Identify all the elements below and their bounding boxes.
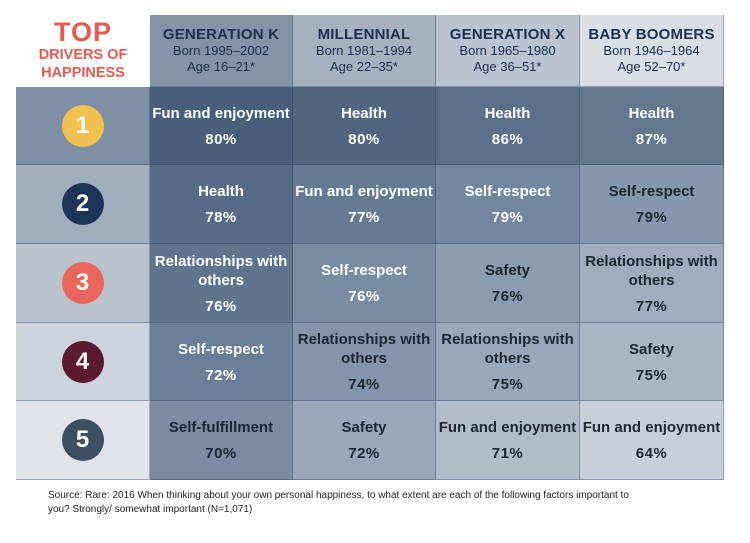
age-range: Age 22–35*	[330, 58, 398, 74]
driver-label: Relationships with others	[297, 331, 431, 367]
driver-label: Health	[628, 104, 675, 122]
driver-label: Fun and enjoyment	[295, 183, 433, 200]
driver-percent: 76%	[348, 288, 380, 305]
driver-label: Self-respect	[178, 340, 264, 358]
driver-percent: 72%	[348, 445, 380, 462]
age-range: Age 52–70*	[617, 58, 686, 74]
table-cell: Fun and enjoyment 80%	[150, 87, 293, 165]
born-range: Born 1995–2002	[172, 42, 270, 58]
table-cell: Relationships with others 74%	[293, 323, 436, 401]
table-cell: Health 86%	[436, 87, 580, 165]
driver-label: Fun and enjoyment	[438, 419, 577, 436]
driver-percent: 76%	[205, 297, 237, 315]
rank-cell: 4	[16, 323, 150, 401]
driver-percent: 71%	[491, 445, 524, 462]
rank-cell: 3	[16, 244, 150, 323]
driver-percent: 76%	[491, 288, 524, 305]
born-range: Born 1965–1980	[459, 42, 556, 58]
driver-percent: 87%	[635, 130, 668, 148]
table-cell: Fun and enjoyment 71%	[436, 401, 580, 480]
rank-badge-icon: 1	[61, 104, 104, 147]
driver-percent: 78%	[205, 209, 237, 226]
table-cell: Safety 72%	[293, 401, 436, 480]
table-cell: Self-respect 79%	[580, 165, 724, 244]
driver-label: Health	[484, 104, 531, 122]
age-range: Age 36–51*	[473, 58, 542, 74]
driver-label: Self-fulfillment	[168, 419, 274, 436]
rank-badge-icon: 3	[61, 262, 104, 304]
driver-label: Safety	[628, 340, 675, 358]
table-cell: Relationships with others 75%	[436, 323, 580, 401]
driver-percent: 74%	[348, 376, 380, 393]
rank-cell: 2	[16, 165, 150, 244]
driver-label: Health	[341, 104, 387, 122]
driver-percent: 86%	[491, 130, 524, 148]
driver-label: Fun and enjoyment	[152, 104, 290, 122]
driver-percent: 77%	[635, 297, 668, 315]
table-cell: Health 80%	[293, 87, 436, 165]
page-title: TOP DRIVERS OF HAPPINESS	[16, 18, 150, 82]
column-header: MILLENNIAL Born 1981–1994 Age 22–35*	[293, 15, 436, 87]
table-cell: Relationships with others 76%	[150, 244, 293, 323]
driver-label: Safety	[484, 262, 531, 279]
title-line3: HAPPINESS	[41, 65, 125, 81]
driver-percent: 72%	[205, 366, 237, 384]
born-range: Born 1946–1964	[603, 42, 700, 58]
table-cell: Health 87%	[580, 87, 724, 165]
table-cell: Fun and enjoyment 64%	[580, 401, 724, 480]
generation-name: GENERATION K	[162, 25, 280, 43]
driver-label: Health	[198, 183, 244, 200]
driver-label: Self-respect	[321, 262, 407, 279]
driver-percent: 79%	[491, 209, 524, 226]
table-cell: Fun and enjoyment 77%	[293, 165, 436, 244]
generation-name: MILLENNIAL	[317, 25, 411, 43]
rank-badge-icon: 2	[61, 183, 104, 225]
driver-percent: 77%	[348, 209, 380, 226]
happiness-table: GENERATION K Born 1995–2002 Age 16–21* MILL…	[16, 15, 724, 480]
table-cell: Self-respect 76%	[293, 244, 436, 323]
title-top: TOP	[53, 17, 112, 47]
driver-label: Relationships with others	[154, 252, 288, 289]
column-header: GENERATION X Born 1965–1980 Age 36–51*	[436, 15, 580, 87]
driver-label: Fun and enjoyment	[582, 419, 721, 436]
column-header: BABY BOOMERS Born 1946–1964 Age 52–70*	[580, 15, 724, 87]
table-cell: Self-respect 79%	[436, 165, 580, 244]
driver-percent: 75%	[635, 366, 668, 384]
rank-badge-icon: 4	[61, 340, 104, 383]
driver-percent: 70%	[205, 445, 237, 462]
table-cell: Health 78%	[150, 165, 293, 244]
driver-percent: 79%	[635, 209, 668, 226]
driver-percent: 75%	[491, 376, 524, 393]
column-header: GENERATION K Born 1995–2002 Age 16–21*	[150, 15, 293, 87]
rank-badge-icon: 5	[61, 419, 104, 461]
table-cell: Self-fulfillment 70%	[150, 401, 293, 480]
title-cell	[16, 15, 150, 87]
driver-label: Safety	[341, 419, 387, 436]
rank-cell: 5	[16, 401, 150, 480]
age-range: Age 16–21*	[187, 58, 255, 74]
driver-percent: 80%	[348, 130, 380, 148]
rank-cell: 1	[16, 87, 150, 165]
driver-label: Self-respect	[608, 183, 695, 200]
table-cell: Relationships with others 77%	[580, 244, 724, 323]
generation-name: GENERATION X	[449, 25, 566, 43]
generation-name: BABY BOOMERS	[588, 25, 715, 43]
driver-label: Self-respect	[464, 183, 551, 200]
table-cell: Self-respect 72%	[150, 323, 293, 401]
title-line2: DRIVERS OF	[38, 47, 128, 63]
driver-label: Relationships with others	[585, 252, 718, 289]
driver-percent: 64%	[635, 445, 668, 462]
source-note: Source: Rare: 2016 When thinking about y…	[48, 490, 629, 515]
driver-label: Relationships with others	[441, 331, 574, 367]
born-range: Born 1981–1994	[315, 42, 413, 58]
driver-percent: 80%	[205, 130, 237, 148]
table-cell: Safety 75%	[580, 323, 724, 401]
table-cell: Safety 76%	[436, 244, 580, 323]
